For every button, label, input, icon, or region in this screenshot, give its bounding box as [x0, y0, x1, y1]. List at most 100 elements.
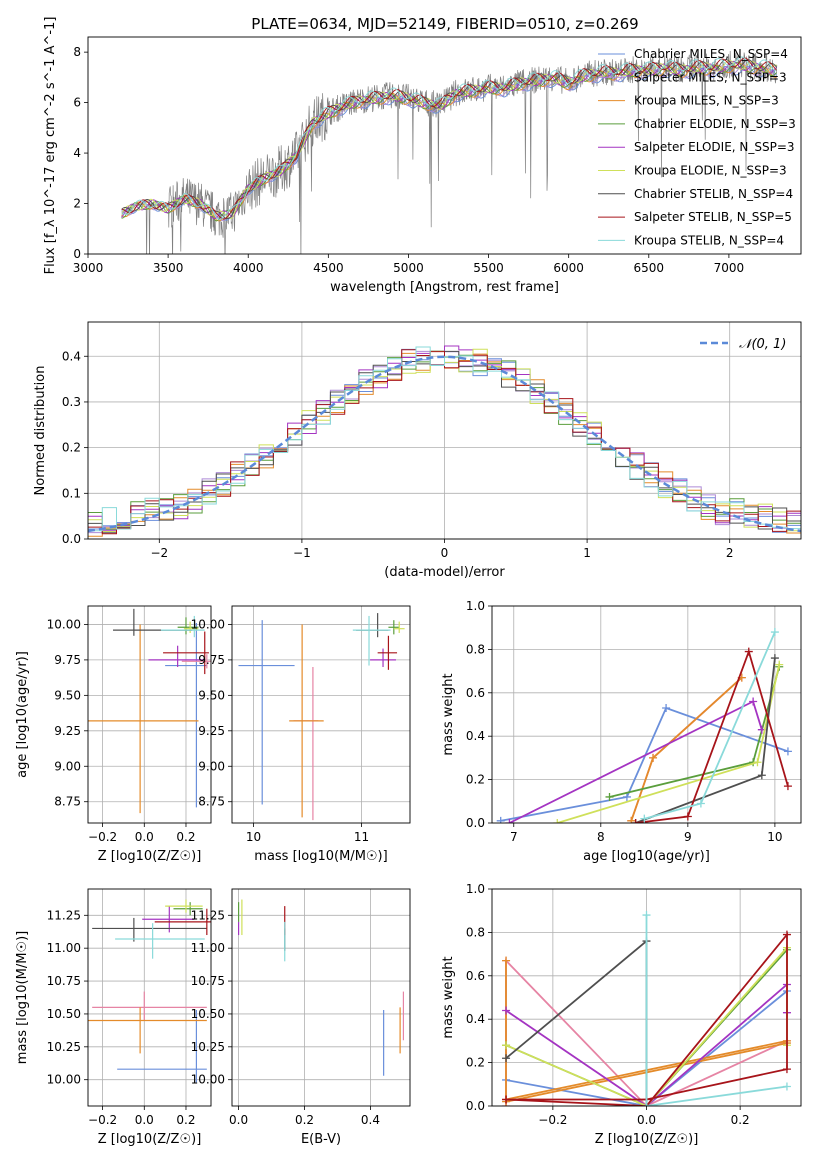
mass-z-panel: −0.2 0.0 0.2 10.00 10.25 10.50 10.75 11.00 11.25… — [15, 888, 212, 1147]
model-spectrum-line — [121, 57, 777, 220]
x-tick-label: 0 — [441, 546, 449, 560]
y-tick-label: 0.0 — [62, 532, 81, 546]
y-tick-label: 9.25 — [54, 724, 81, 738]
data-point-marker — [502, 956, 511, 965]
model-spectrum-line — [121, 56, 777, 220]
legend-label: Salpeter ELODIE, N_SSP=3 — [634, 140, 795, 154]
y-tick-label: 0.3 — [62, 395, 81, 409]
x-tick-label: 4500 — [313, 261, 344, 275]
y-tick-label: 0.8 — [466, 642, 485, 656]
legend-label: Kroupa STELIB, N_SSP=4 — [634, 233, 784, 247]
mass-weight-line — [635, 648, 789, 823]
data-point-marker — [770, 654, 779, 663]
spectrum-panel: 3000 3500 4000 4500 5000 5500 6000 6500 7000 0 2 4 6… — [43, 17, 802, 295]
age-mass-panel: 10 11 8.75 9.00 9.25 9.50 9.75 10.00 mass [log10… — [191, 605, 411, 864]
mass-weight-line — [635, 658, 776, 823]
y-tick-label: 9.25 — [198, 724, 225, 738]
y-axis-label: Normed distribution — [33, 366, 48, 496]
x-tick-label: 5000 — [393, 261, 424, 275]
y-tick-label: 0.2 — [466, 773, 485, 787]
data-point-marker — [649, 753, 658, 762]
y-tick-label: 10.00 — [47, 617, 81, 631]
x-tick-label: −1 — [293, 546, 311, 560]
axes-frame — [87, 36, 802, 255]
x-tick-label: 0.0 — [637, 1113, 656, 1127]
weight-z-plot — [502, 911, 791, 1106]
x-axis-label: (data-model)/error — [384, 565, 505, 580]
data-point-marker — [783, 747, 792, 756]
x-tick-label: −0.2 — [88, 1113, 117, 1127]
x-tick-label: 0.4 — [361, 1113, 380, 1127]
mass-weight-line — [500, 706, 789, 822]
y-tick-label: 9.75 — [54, 653, 81, 667]
x-tick-label: 0.0 — [135, 830, 154, 844]
data-point-marker — [505, 819, 514, 823]
data-point-marker — [775, 660, 784, 669]
data-point-marker — [770, 628, 779, 637]
mass-ebv-panel: 0.0 0.2 0.4 10.00 10.25 10.50 10.75 11.00 11.25 E… — [191, 888, 411, 1147]
data-point-marker — [642, 1102, 651, 1106]
data-point-marker — [683, 812, 692, 821]
gaussian-curve — [88, 355, 801, 533]
y-tick-label: 11.00 — [191, 941, 225, 955]
x-tick-label: −2 — [150, 546, 168, 560]
x-tick-label: 0.2 — [176, 830, 195, 844]
x-axis-label: Z [log10(Z/Z☉)] — [595, 1132, 699, 1147]
x-tick-label: 11 — [354, 830, 369, 844]
axes-frame — [231, 605, 411, 824]
data-point-marker — [662, 703, 671, 712]
y-axis-label: mass weight — [441, 956, 456, 1038]
x-axis-label: Z [log10(Z/Z☉)] — [98, 1132, 202, 1147]
legend-label: 𝒩(0, 1) — [739, 337, 786, 352]
data-point-marker — [502, 1054, 511, 1063]
legend-label: Salpeter STELIB, N_SSP=5 — [634, 210, 792, 224]
data-point-marker — [631, 819, 640, 823]
legend-label: Chabrier ELODIE, N_SSP=3 — [634, 117, 796, 131]
y-tick-label: 10.50 — [47, 1007, 81, 1021]
y-axis-label: Flux [f_λ 10^-17 erg cm^-2 s^-1 A^-1] — [43, 17, 58, 275]
x-tick-label: 8 — [597, 830, 605, 844]
y-tick-label: 9.50 — [198, 688, 225, 702]
y-tick-label: 10.00 — [191, 1073, 225, 1087]
x-tick-label: 1 — [583, 546, 591, 560]
data-point-marker — [782, 1082, 791, 1091]
y-tick-label: 0.8 — [466, 925, 485, 939]
data-point-marker — [502, 1041, 511, 1050]
mass-weight-line — [505, 990, 788, 1106]
figure-title: PLATE=0634, MJD=52149, FIBERID=0510, z=0… — [251, 15, 638, 33]
data-point-marker — [783, 782, 792, 791]
y-tick-label: 9.00 — [54, 759, 81, 773]
age-z-panel: −0.2 0.0 0.2 8.75 9.00 9.25 9.50 9.75 10.00 Z [lo… — [15, 605, 212, 864]
data-point-marker — [753, 758, 762, 767]
x-axis-label: Z [log10(Z/Z☉)] — [98, 849, 202, 864]
y-tick-label: 10.25 — [191, 1040, 225, 1054]
y-tick-label: 9.00 — [198, 759, 225, 773]
data-point-marker — [757, 771, 766, 780]
x-tick-label: 3500 — [153, 261, 184, 275]
residual-plot — [88, 345, 801, 539]
model-spectrum-line — [121, 60, 777, 219]
y-tick-label: 0 — [73, 247, 81, 261]
x-tick-label: 10 — [246, 830, 261, 844]
x-tick-label: 7 — [510, 830, 518, 844]
y-axis-label: mass weight — [441, 673, 456, 755]
y-tick-label: 0.0 — [466, 1099, 485, 1113]
y-tick-label: 1.0 — [466, 599, 485, 613]
x-tick-label: 2 — [726, 546, 734, 560]
x-tick-label: 0.2 — [295, 1113, 314, 1127]
x-axis-label: age [log10(age/yr)] — [583, 849, 710, 864]
data-point-marker — [553, 819, 562, 823]
x-tick-label: 0.0 — [229, 1113, 248, 1127]
legend-label: Chabrier MILES, N_SSP=4 — [634, 47, 788, 61]
x-tick-label: 4000 — [233, 261, 264, 275]
y-tick-label: 0.4 — [466, 729, 485, 743]
axes-frame — [231, 888, 411, 1107]
legend-label: Kroupa ELODIE, N_SSP=3 — [634, 164, 787, 178]
spectrum-plot — [121, 50, 778, 254]
data-point-marker — [502, 1095, 511, 1104]
axes-frame — [491, 888, 802, 1107]
y-tick-label: 0.1 — [62, 486, 81, 500]
x-tick-label: 6500 — [634, 261, 665, 275]
x-tick-label: 10 — [767, 830, 782, 844]
y-tick-label: 11.25 — [47, 908, 81, 922]
